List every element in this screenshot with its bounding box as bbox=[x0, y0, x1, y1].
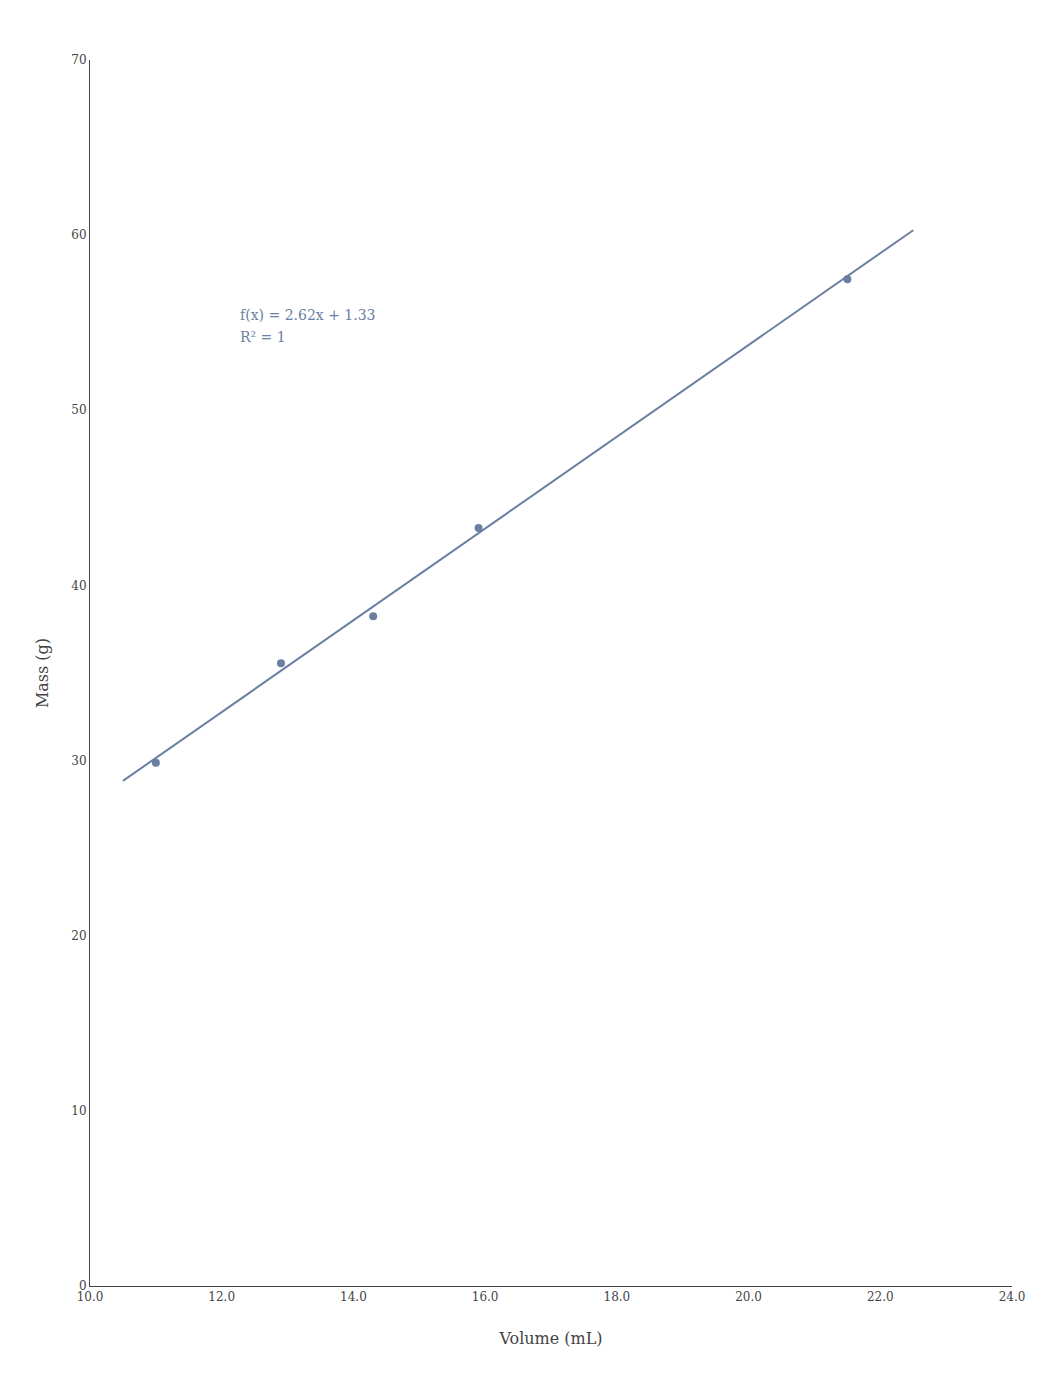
svg-text:70: 70 bbox=[71, 53, 86, 67]
svg-text:12.0: 12.0 bbox=[208, 1290, 235, 1304]
svg-text:20: 20 bbox=[71, 929, 86, 943]
svg-text:60: 60 bbox=[71, 228, 86, 242]
svg-text:20.0: 20.0 bbox=[735, 1290, 762, 1304]
svg-text:50: 50 bbox=[71, 403, 86, 417]
svg-text:10: 10 bbox=[71, 1104, 86, 1118]
svg-text:16.0: 16.0 bbox=[472, 1290, 499, 1304]
svg-text:22.0: 22.0 bbox=[867, 1290, 894, 1304]
svg-text:0: 0 bbox=[79, 1279, 87, 1293]
svg-text:10.0: 10.0 bbox=[77, 1290, 104, 1304]
svg-text:Volume (mL): Volume (mL) bbox=[498, 1329, 602, 1348]
svg-text:18.0: 18.0 bbox=[604, 1290, 631, 1304]
svg-text:14.0: 14.0 bbox=[340, 1290, 367, 1304]
svg-text:24.0: 24.0 bbox=[999, 1290, 1026, 1304]
svg-text:f(x) = 2.62x + 1.33: f(x) = 2.62x + 1.33 bbox=[240, 307, 376, 323]
svg-text:40: 40 bbox=[71, 579, 86, 593]
svg-text:30: 30 bbox=[71, 754, 86, 768]
svg-text:Mass (g): Mass (g) bbox=[33, 638, 52, 708]
svg-text:R² = 1: R² = 1 bbox=[240, 329, 286, 345]
